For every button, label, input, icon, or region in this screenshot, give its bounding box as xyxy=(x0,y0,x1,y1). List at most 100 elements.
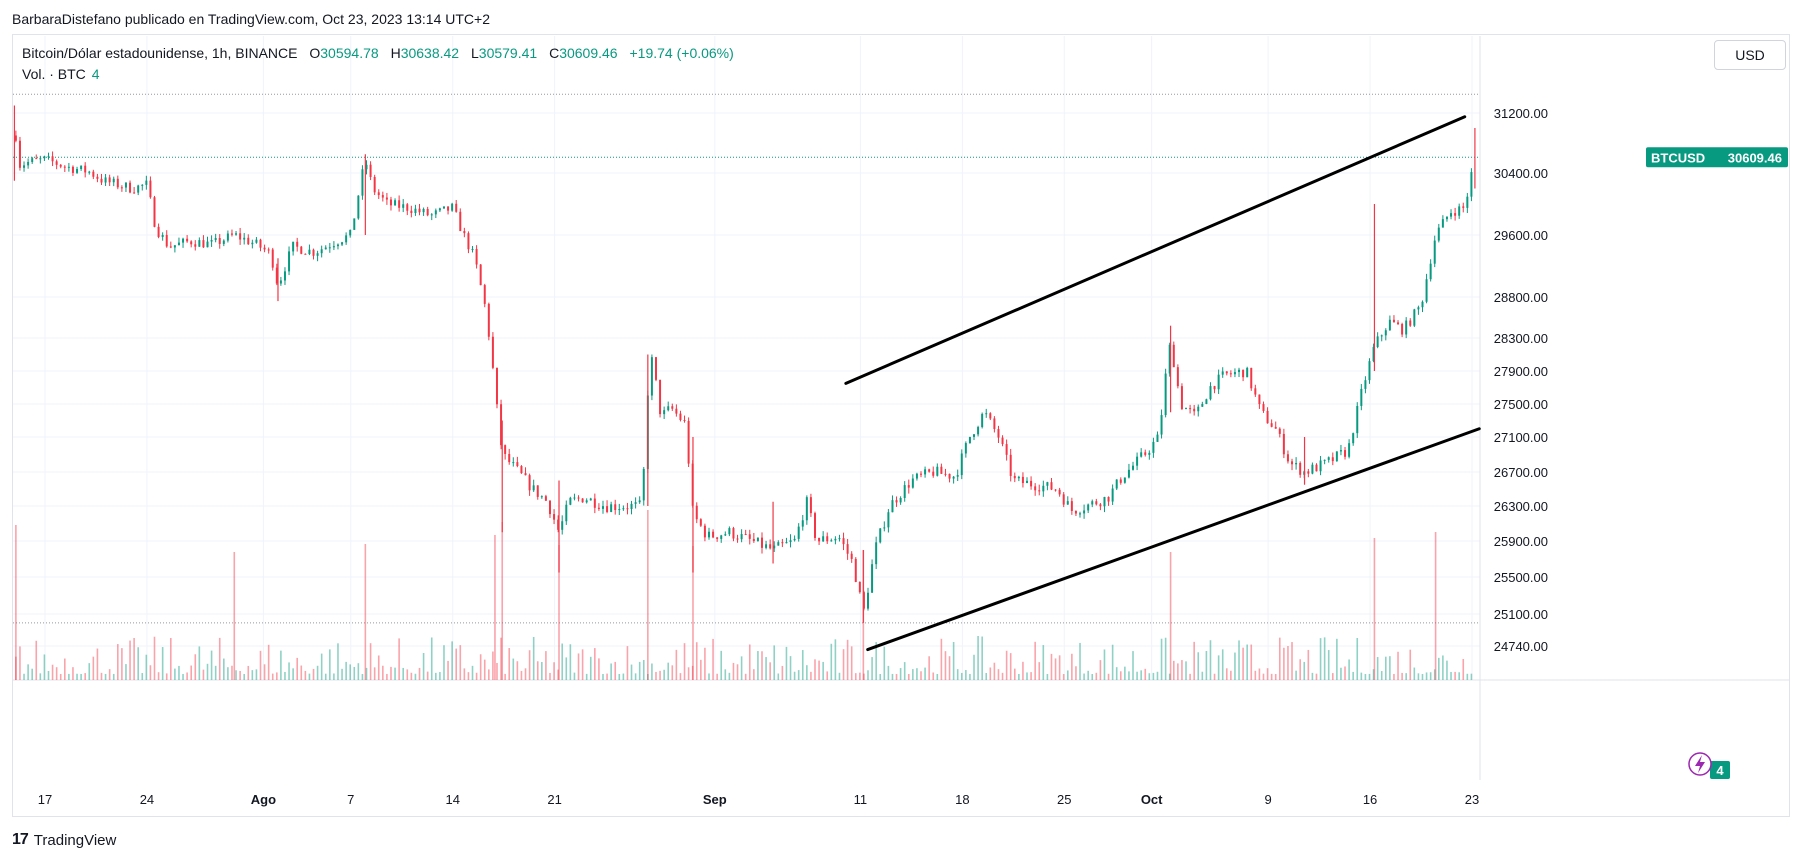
candle-body xyxy=(1213,386,1216,390)
candle-body xyxy=(569,497,572,505)
candle-body xyxy=(1388,319,1391,331)
candle-body xyxy=(1311,464,1314,474)
candle-body xyxy=(1132,465,1135,470)
volume-bar xyxy=(830,643,833,680)
candle-body xyxy=(1083,510,1086,514)
candle-body xyxy=(1409,320,1412,326)
volume-bar xyxy=(382,665,384,680)
volume-bar xyxy=(1372,669,1375,680)
volume-bar xyxy=(667,662,670,680)
candle-body xyxy=(928,469,931,472)
candle-body xyxy=(304,253,307,255)
volume-bar xyxy=(508,648,511,680)
volume-bar xyxy=(1413,667,1416,680)
candle-body xyxy=(381,195,384,198)
volume-bar xyxy=(614,661,617,680)
volume-bar xyxy=(471,665,474,680)
volume-bar xyxy=(541,661,543,680)
volume-bar xyxy=(35,640,38,680)
candle-body xyxy=(320,249,323,254)
volume-bar xyxy=(178,665,180,680)
volume-bar xyxy=(1168,673,1171,680)
volume-bar xyxy=(479,654,482,680)
candle-body xyxy=(1115,479,1118,489)
candle-body xyxy=(1282,433,1285,455)
candle-body xyxy=(267,249,270,251)
candle-body xyxy=(789,540,792,543)
candle-body xyxy=(349,229,352,236)
volume-bar xyxy=(255,669,258,680)
volume-bar xyxy=(1022,661,1024,680)
candle-body xyxy=(1119,479,1122,483)
volume-bar xyxy=(443,645,445,680)
volume-bar xyxy=(822,661,824,680)
candle-body xyxy=(1462,206,1465,208)
volume-bar xyxy=(194,654,197,680)
candle-body xyxy=(944,473,947,475)
candle-body xyxy=(1270,423,1273,427)
candle-body xyxy=(357,195,360,219)
candle-body xyxy=(71,166,74,173)
volume-bar xyxy=(859,672,861,680)
volume-bar xyxy=(1128,671,1130,680)
candle-body xyxy=(813,513,816,538)
candle-body xyxy=(1413,309,1416,326)
candle-body xyxy=(561,521,564,530)
volume-bar xyxy=(912,669,914,680)
price-tick-label: 26300.00 xyxy=(1494,499,1548,514)
volume-bar xyxy=(27,664,29,680)
candle-body xyxy=(1140,452,1143,457)
volume-bar xyxy=(1348,659,1350,680)
candle-body xyxy=(1335,451,1338,462)
volume-bar xyxy=(1087,670,1089,680)
candle-body xyxy=(1017,476,1020,479)
volume-bar xyxy=(1446,660,1448,680)
volume-bar xyxy=(235,670,237,680)
candle-body xyxy=(687,420,690,464)
volume-bar xyxy=(1119,671,1122,680)
volume-bar xyxy=(720,650,723,680)
candle-body xyxy=(296,241,299,247)
candle-body xyxy=(818,537,821,542)
candle-body xyxy=(1331,457,1334,462)
candle-body xyxy=(353,218,356,230)
volume-bar xyxy=(924,667,926,680)
currency-button[interactable]: USD xyxy=(1714,40,1786,70)
candle-body xyxy=(43,156,46,159)
volume-bar xyxy=(182,673,184,680)
volume-bars xyxy=(15,510,1473,680)
volume-bar xyxy=(402,667,405,680)
volume-bar xyxy=(210,650,213,680)
candle-body xyxy=(345,235,348,243)
candle-body xyxy=(1164,373,1167,416)
volume-bar xyxy=(1254,670,1257,680)
volume-spike xyxy=(692,546,694,680)
volume-bar xyxy=(84,673,86,680)
volume-bar xyxy=(618,673,621,680)
volume-bar xyxy=(1042,645,1045,680)
candle-body xyxy=(124,182,127,188)
candle-body xyxy=(194,244,197,247)
time-tick-label: 14 xyxy=(445,792,459,807)
candle-body xyxy=(186,238,189,242)
volume-bar xyxy=(475,672,478,680)
candle-body xyxy=(100,178,103,183)
candle-body xyxy=(911,478,914,488)
volume-bar xyxy=(341,668,343,680)
volume-spike xyxy=(494,535,496,680)
candle-body xyxy=(1099,504,1102,507)
candle-body xyxy=(993,418,996,430)
volume-bar xyxy=(1185,661,1187,680)
volume-bar xyxy=(1189,673,1191,680)
candle-body xyxy=(373,176,376,193)
candle-body xyxy=(1339,450,1342,452)
candle-body xyxy=(133,192,136,194)
candle-body xyxy=(479,264,482,286)
low-value: 30579.41 xyxy=(478,45,538,61)
time-tick-label: 17 xyxy=(38,792,52,807)
candle-body xyxy=(520,466,523,474)
volume-bar xyxy=(1107,673,1110,680)
lightning-icon[interactable] xyxy=(1688,752,1712,776)
volume-bar xyxy=(59,673,62,680)
